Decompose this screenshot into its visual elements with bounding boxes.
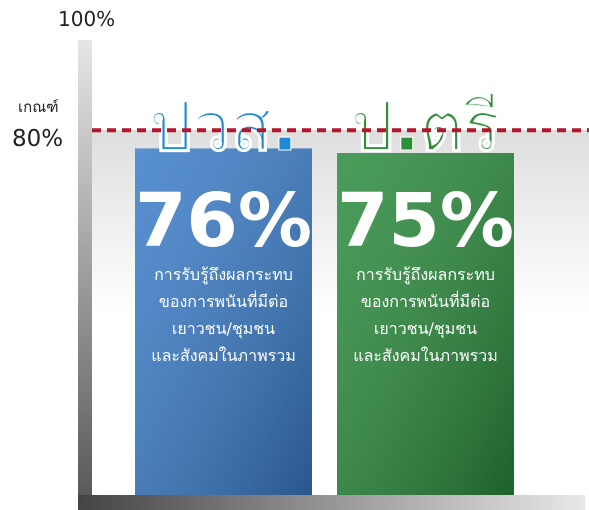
category-label: ปวส. xyxy=(149,88,298,167)
value-label: 75% xyxy=(337,178,514,264)
bar-description: และสังคมในภาพรวม xyxy=(151,346,296,365)
bar-description: เยาวชน/ชุมชน xyxy=(172,319,275,339)
category-label: ป.ตรี xyxy=(351,88,501,167)
y-axis xyxy=(78,40,92,510)
threshold-title: เกณฑ์ xyxy=(18,98,59,116)
x-axis xyxy=(78,495,585,510)
bar-description: ของการพนันที่มีต่อ xyxy=(361,290,490,311)
bar-description: การรับรู้ถึงผลกระทบ xyxy=(154,265,293,285)
bar-description: เยาวชน/ชุมชน xyxy=(374,319,477,339)
bar-description: การรับรู้ถึงผลกระทบ xyxy=(356,265,495,285)
threshold-label: 80% xyxy=(12,126,63,152)
bar-shade xyxy=(135,148,312,495)
value-label: 76% xyxy=(135,178,312,264)
bar-description: ของการพนันที่มีต่อ xyxy=(159,290,288,311)
bar-shade xyxy=(337,153,514,495)
bar-description: และสังคมในภาพรวม xyxy=(353,346,498,365)
y-tick-label: 100% xyxy=(58,7,115,31)
